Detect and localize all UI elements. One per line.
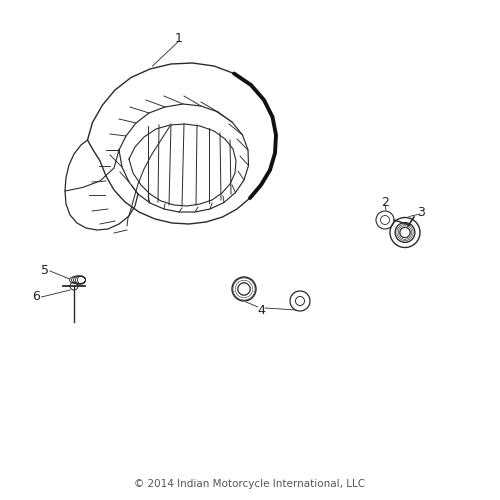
Text: 5: 5 (41, 264, 49, 276)
Text: 1: 1 (175, 32, 183, 44)
Text: © 2014 Indian Motorcycle International, LLC: © 2014 Indian Motorcycle International, … (134, 479, 366, 489)
Text: 3: 3 (417, 206, 425, 219)
Text: 2: 2 (381, 196, 389, 209)
Text: 4: 4 (257, 304, 265, 316)
Text: 6: 6 (32, 290, 40, 302)
